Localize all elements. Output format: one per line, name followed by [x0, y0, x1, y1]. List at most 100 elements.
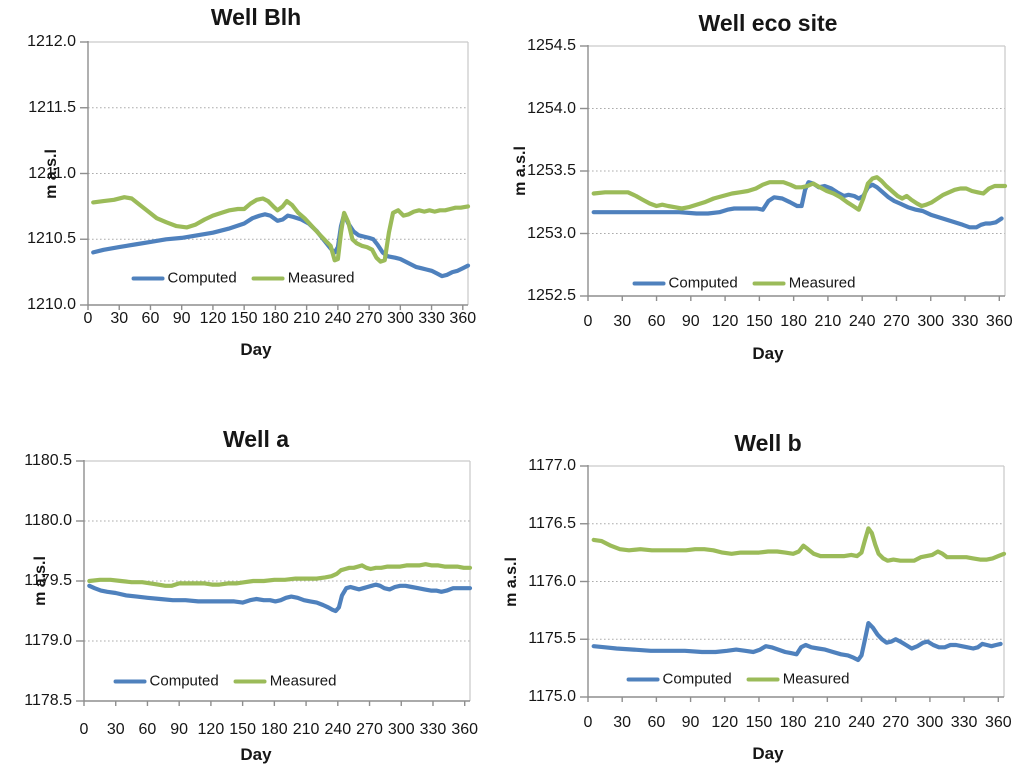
x-tick-label: 300: [917, 313, 945, 330]
legend-item-measured: Measured: [746, 670, 850, 688]
x-tick-label: 360: [984, 714, 1012, 731]
chart-title-well-a: Well a: [222, 426, 290, 452]
x-tick-label: 360: [451, 721, 479, 738]
y-tick-label: 1253.0: [527, 224, 576, 242]
x-tick-label: 300: [916, 714, 944, 731]
x-tick-label: 330: [419, 721, 447, 738]
legend-item-computed: Computed: [626, 671, 732, 688]
x-tick-label: 210: [814, 313, 842, 330]
chart-title-well-blh: Well Blh: [210, 4, 302, 30]
x-tick-label: 210: [813, 714, 841, 731]
legend-label: Computed: [668, 274, 738, 292]
x-tick-label: 240: [848, 714, 875, 731]
x-tick-label: 210: [293, 310, 320, 327]
x-tick-label: 150: [229, 721, 256, 738]
y-tick-label: 1180.5: [24, 452, 72, 469]
y-tick-label: 1211.0: [28, 164, 76, 182]
chart-title-well-b: Well b: [734, 430, 802, 456]
legend-item-computed: Computed: [113, 672, 219, 690]
x-tick-label: 120: [197, 721, 225, 738]
series-line-computed: [591, 180, 1004, 230]
x-tick-label: 120: [199, 310, 227, 327]
x-tick-label: 270: [882, 714, 910, 731]
x-tick-label: 270: [883, 313, 910, 330]
x-tick-label: 180: [262, 310, 289, 327]
legend-label: Measured: [287, 269, 355, 287]
x-tick-label: 240: [324, 310, 352, 327]
x-tick-label: 180: [779, 714, 807, 731]
series-line-measured: [591, 175, 1008, 212]
y-tick-label: 1252.5: [527, 287, 576, 304]
y-tick-label: 1177.0: [528, 457, 576, 474]
legend: Computed Measured: [632, 274, 856, 292]
x-tick-label: 120: [711, 313, 739, 330]
x-tick-label: 270: [355, 310, 383, 327]
legend-line-computed-icon: [626, 677, 660, 681]
x-tick-label: 210: [292, 721, 320, 738]
y-tick-label: 1176.0: [528, 572, 576, 590]
y-tick-label: 1179.5: [24, 572, 72, 589]
x-tick-label: 0: [83, 310, 93, 327]
legend-label: Computed: [149, 672, 219, 690]
legend: Computed Measured: [131, 269, 355, 287]
series-line-computed: [87, 582, 473, 614]
x-tick-label: 240: [848, 313, 876, 330]
chart-title-well-eco-site: Well eco site: [698, 10, 838, 36]
y-tick-label: 1211.5: [28, 98, 76, 116]
x-tick-label: 60: [647, 313, 666, 330]
legend-line-computed-icon: [113, 679, 147, 683]
legend: Computed Measured: [113, 672, 336, 690]
x-tick-label: 90: [172, 310, 191, 327]
y-tick-label: 1180.0: [24, 512, 72, 529]
x-tick-label: 60: [141, 310, 160, 327]
series-line-computed: [591, 620, 1003, 663]
x-tick-label: 240: [324, 721, 352, 738]
x-axis-title: Day: [240, 745, 272, 764]
x-tick-label: 60: [138, 721, 157, 738]
x-tick-label: 90: [170, 721, 189, 738]
y-tick-label: 1175.5: [528, 630, 576, 648]
y-tick-label: 1210.0: [27, 296, 76, 313]
x-tick-label: 180: [260, 721, 288, 738]
legend-line-measured-icon: [752, 281, 786, 285]
x-tick-label: 30: [110, 310, 129, 327]
x-tick-label: 270: [356, 721, 383, 738]
series-line-measured: [87, 562, 473, 588]
y-tick-label: 1254.5: [527, 37, 576, 54]
series-line-computed: [91, 212, 471, 279]
y-tick-label: 1176.5: [528, 514, 576, 532]
legend-item-measured: Measured: [251, 269, 355, 287]
x-tick-label: 120: [711, 714, 739, 731]
legend-label: Measured: [788, 274, 856, 292]
x-tick-label: 330: [950, 714, 978, 731]
x-tick-label: 90: [681, 714, 700, 731]
legend-item-computed: Computed: [632, 274, 738, 292]
y-tick-label: 1179.0: [24, 632, 72, 649]
x-tick-label: 0: [583, 313, 593, 330]
x-tick-label: 0: [583, 714, 593, 731]
legend-label: Measured: [782, 670, 850, 688]
y-tick-label: 1175.0: [528, 688, 576, 705]
x-tick-label: 30: [613, 714, 632, 731]
x-tick-label: 150: [230, 310, 258, 327]
legend-line-measured-icon: [746, 677, 780, 681]
x-tick-label: 300: [386, 310, 414, 327]
x-tick-label: 360: [985, 313, 1013, 330]
x-tick-label: 180: [780, 313, 807, 330]
x-tick-label: 300: [387, 721, 415, 738]
x-axis-title: Day: [752, 344, 784, 363]
legend-line-measured-icon: [233, 679, 267, 683]
series-line-measured: [591, 526, 1007, 563]
x-tick-label: 150: [746, 313, 773, 330]
x-tick-label: 150: [745, 714, 773, 731]
legend-item-measured: Measured: [752, 274, 856, 292]
x-tick-label: 90: [681, 313, 700, 330]
legend: Computed Measured: [626, 670, 850, 688]
y-tick-label: 1210.5: [27, 230, 76, 248]
series-line-measured: [91, 195, 471, 264]
legend-line-measured-icon: [251, 276, 285, 280]
legend-item-measured: Measured: [233, 673, 336, 690]
x-tick-label: 60: [647, 714, 666, 731]
